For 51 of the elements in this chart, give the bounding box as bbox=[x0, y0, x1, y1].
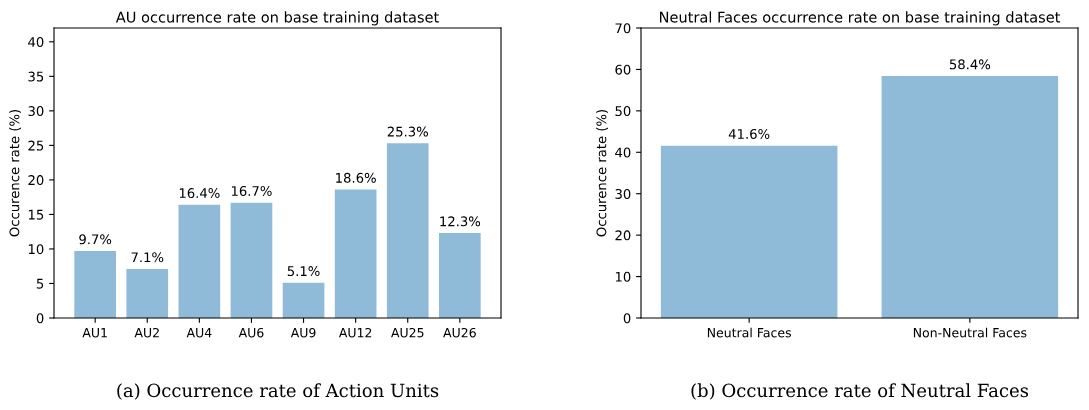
x-tick-label: Non-Neutral Faces bbox=[913, 327, 1027, 338]
chart-title: AU occurrence rate on base training dataset bbox=[115, 11, 439, 26]
y-tick-label: 0 bbox=[36, 313, 44, 324]
bar bbox=[439, 233, 481, 318]
bar bbox=[230, 202, 273, 318]
bar bbox=[282, 282, 325, 318]
y-tick-label: 10 bbox=[28, 244, 44, 255]
y-tick-label: 20 bbox=[615, 230, 631, 241]
y-tick-label: 60 bbox=[615, 64, 631, 75]
bar bbox=[334, 189, 377, 318]
data-label: 9.7% bbox=[79, 234, 112, 245]
x-tick-label: AU25 bbox=[391, 327, 424, 338]
y-tick-label: 40 bbox=[615, 147, 631, 158]
y-axis-title: Occurence rate (%) bbox=[9, 110, 21, 237]
bar bbox=[386, 143, 429, 318]
y-tick-label: 0 bbox=[623, 313, 631, 324]
bar bbox=[74, 251, 116, 318]
x-tick-label: AU1 bbox=[82, 328, 107, 338]
x-tick-label: AU26 bbox=[443, 327, 476, 338]
data-label: 18.6% bbox=[336, 172, 376, 183]
x-tick-label: AU2 bbox=[134, 327, 159, 338]
y-axis-title: Occurence rate (%) bbox=[596, 110, 608, 237]
text: (b) Occurrence rate of Neutral Faces bbox=[691, 383, 1029, 400]
x-tick-label: AU9 bbox=[290, 327, 316, 338]
data-label: 41.6% bbox=[728, 128, 770, 139]
y-tick-label: 40 bbox=[28, 37, 44, 48]
y-tick-label: 15 bbox=[28, 209, 44, 220]
data-label: 7.1% bbox=[131, 252, 164, 263]
data-label: 16.4% bbox=[179, 188, 220, 199]
text: (a) Occurrence rate of Action Units bbox=[117, 383, 439, 400]
x-tick-label: AU6 bbox=[238, 327, 264, 338]
y-tick-label: 30 bbox=[28, 106, 44, 117]
data-label: 12.3% bbox=[440, 216, 481, 227]
data-label: 5.1% bbox=[287, 266, 320, 277]
y-tick-label: 35 bbox=[28, 71, 44, 82]
data-label: 16.7% bbox=[231, 185, 272, 196]
y-tick-label: 30 bbox=[615, 188, 631, 199]
chart-title: Neutral Faces occurrence rate on base training dataset bbox=[660, 11, 1061, 26]
y-tick-label: 5 bbox=[36, 278, 44, 289]
y-tick-label: 50 bbox=[615, 106, 631, 117]
data-label: 58.4% bbox=[949, 59, 991, 70]
y-tick-label: 25 bbox=[28, 140, 44, 151]
y-tick-label: 70 bbox=[615, 23, 631, 34]
bar bbox=[126, 268, 169, 318]
bar bbox=[178, 204, 221, 318]
x-tick-label: Neutral Faces bbox=[707, 327, 791, 338]
x-tick-label: AU12 bbox=[338, 327, 372, 338]
y-tick-label: 20 bbox=[28, 175, 44, 186]
y-tick-label: 10 bbox=[615, 271, 631, 282]
x-tick-label: AU4 bbox=[186, 328, 212, 338]
data-label: 25.3% bbox=[387, 126, 428, 137]
